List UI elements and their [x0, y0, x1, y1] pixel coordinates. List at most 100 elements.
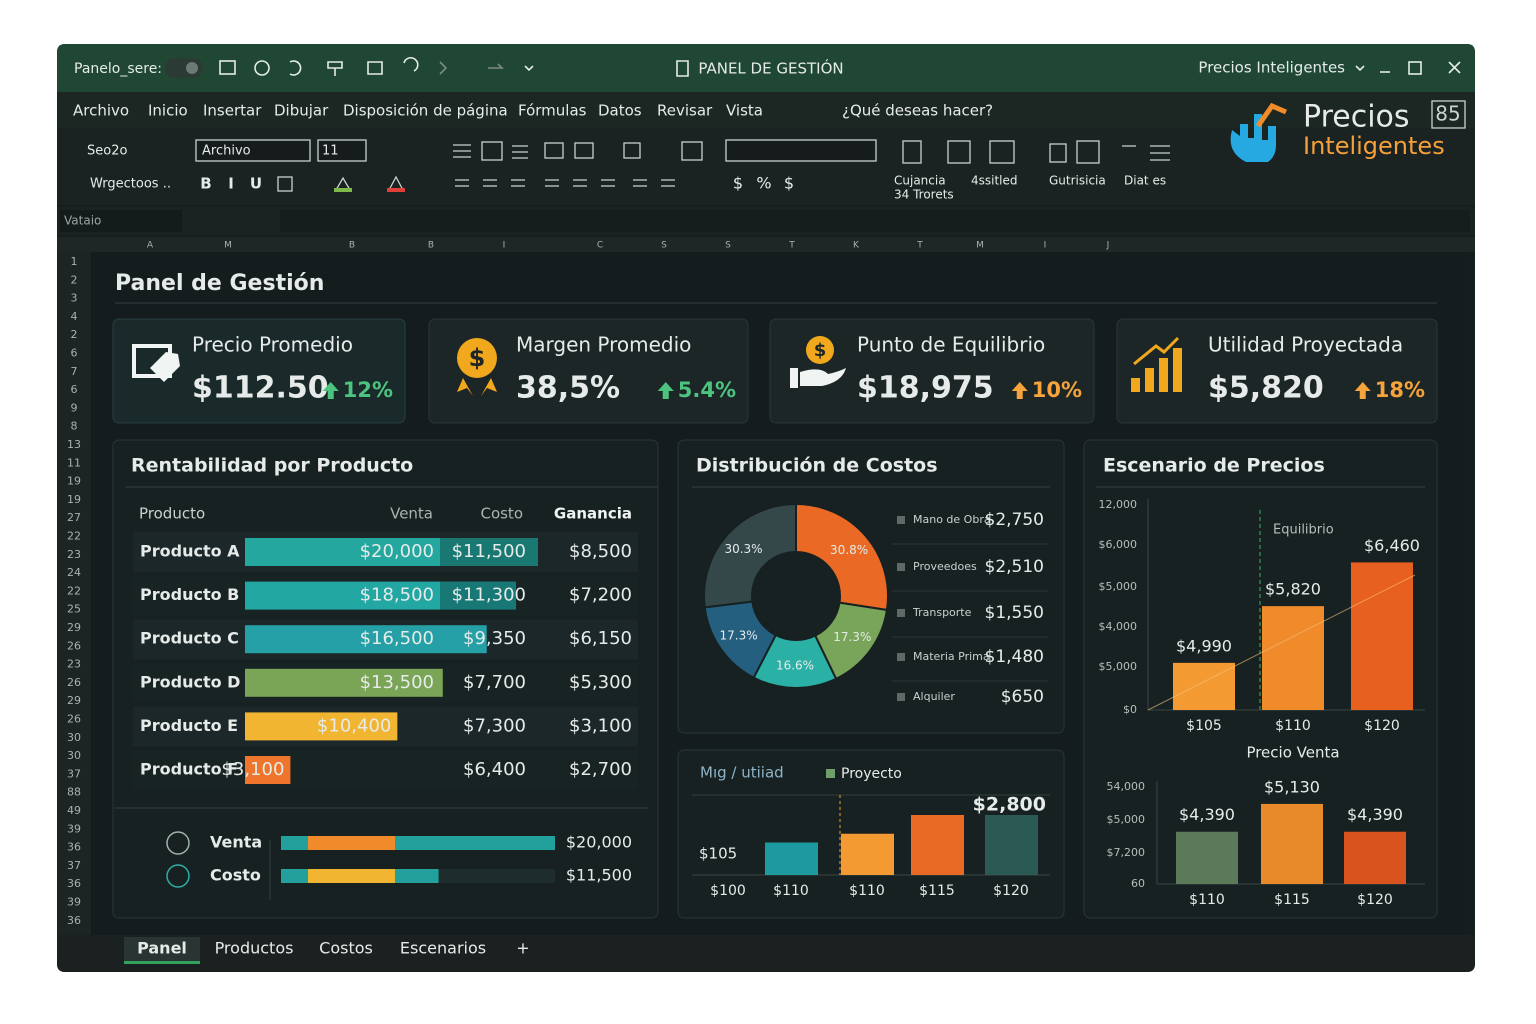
row-header: 19 — [67, 475, 81, 488]
row-header: 4 — [71, 310, 78, 323]
y-axis-label: 60 — [1131, 877, 1145, 890]
column-header: T — [916, 241, 923, 251]
legend-name: Materia Prima — [913, 650, 990, 663]
menu-item[interactable]: Inicio — [148, 102, 188, 120]
legend-swatch — [826, 769, 835, 778]
row-header: 22 — [67, 530, 81, 543]
number-format-button[interactable]: % — [756, 174, 771, 193]
menu-item[interactable]: Revisar — [657, 102, 713, 120]
ribbon-group-label[interactable]: Gutrisicia — [1049, 174, 1106, 188]
panel-title: Escenario de Precios — [1103, 455, 1325, 477]
sheet-tab[interactable]: Escenarios — [400, 939, 486, 958]
panel-dividers — [115, 302, 1437, 900]
summary-name: Costo — [210, 866, 261, 885]
row-header: 1 — [71, 255, 78, 268]
row-header: 22 — [67, 584, 81, 597]
fill-color-swatch — [334, 188, 352, 192]
row-header: 36 — [67, 877, 81, 890]
ribbon-group-label[interactable]: Diat es — [1124, 174, 1166, 188]
menu-item[interactable]: Archivo — [73, 102, 129, 120]
ribbon-group-label[interactable]: 34 Trorets — [894, 188, 954, 202]
sheet-tab[interactable]: + — [516, 939, 529, 958]
row-header: 8 — [71, 420, 78, 433]
menu-item[interactable]: Dibujar — [274, 102, 329, 120]
row-header: 36 — [67, 841, 81, 854]
ribbon-group-label[interactable]: 4ssitled — [971, 174, 1018, 188]
row-header: 88 — [67, 786, 81, 799]
format-button[interactable]: U — [250, 175, 262, 193]
kpi-change: 5.4% — [678, 378, 736, 402]
sheet-tab[interactable]: Panel — [137, 939, 187, 958]
y-axis-label: $7,200 — [1107, 846, 1146, 859]
y-axis-label: $0 — [1123, 703, 1137, 716]
row-header: 29 — [67, 621, 81, 634]
row-header: 7 — [71, 365, 78, 378]
row-header: 37 — [67, 767, 81, 780]
summary-value: $20,000 — [566, 833, 632, 852]
menu-item[interactable]: Vista — [726, 102, 763, 120]
logo-tagline: Inteligentes — [1303, 132, 1445, 160]
style-button[interactable]: Seo2o — [87, 144, 127, 159]
column-header: B — [428, 241, 434, 251]
active-tab[interactable] — [124, 937, 200, 964]
menu-item[interactable]: Fórmulas — [518, 102, 587, 120]
profit-value: $6,150 — [569, 628, 632, 649]
bar-value-label: $5,820 — [1265, 580, 1321, 599]
bar — [1262, 606, 1324, 710]
donut-label: 30.8% — [830, 543, 868, 557]
number-format-button[interactable]: $ — [784, 174, 794, 193]
column-header: I — [503, 241, 506, 251]
row-header: 29 — [67, 694, 81, 707]
font-size-dropdown[interactable]: 11 — [322, 144, 339, 159]
row-header: 23 — [67, 548, 81, 561]
column-header: K — [853, 241, 860, 251]
number-format-button[interactable]: $ — [733, 174, 743, 193]
format-button[interactable]: I — [228, 175, 234, 193]
profit-value: $5,300 — [569, 672, 632, 693]
x-tick-label: $110 — [773, 883, 809, 899]
user-name[interactable]: Precios Inteligentes — [1198, 59, 1345, 77]
profit-value: $8,500 — [569, 541, 632, 562]
row-header: 3 — [71, 292, 78, 305]
name-box-text[interactable]: Vataio — [64, 214, 101, 228]
kpi-change-arrow — [1354, 382, 1371, 399]
legend-swatch — [897, 563, 905, 571]
ribbon-group-label[interactable]: Cujancia — [894, 174, 946, 188]
kpi-label: Margen Promedio — [516, 333, 691, 357]
toggle-knob — [186, 62, 198, 74]
column-header: J — [1106, 241, 1110, 251]
cost-value: $7,700 — [463, 672, 526, 693]
row-header: 2 — [71, 273, 78, 286]
sheet-tab[interactable]: Productos — [215, 939, 294, 958]
font-dropdown[interactable]: Archivo — [202, 144, 251, 159]
bar-value-label: $4,390 — [1347, 805, 1403, 824]
y-axis-label: $6,000 — [1099, 538, 1138, 551]
name-box[interactable] — [60, 210, 182, 232]
kpi-value: $5,820 — [1208, 371, 1324, 406]
menu-item[interactable]: Insertar — [203, 102, 262, 120]
profit-value: $2,700 — [569, 759, 632, 780]
x-tick-label: $120 — [993, 883, 1029, 899]
title-bar — [57, 44, 1475, 92]
legend-swatch — [897, 516, 905, 524]
menu-item[interactable]: ¿Qué deseas hacer? — [842, 102, 993, 120]
row-header: 6 — [71, 383, 78, 396]
row-header: 24 — [67, 566, 81, 579]
profit-value: $7,200 — [569, 585, 632, 606]
formula-input[interactable] — [280, 210, 1470, 232]
donut-segment — [703, 502, 797, 609]
style-button[interactable]: Wrgectoos .. — [90, 177, 171, 192]
sale-label: $18,500 — [360, 585, 434, 606]
legend-value: $2,750 — [985, 510, 1044, 530]
sheet-tab[interactable]: Costos — [319, 939, 373, 958]
legend-value: $1,480 — [985, 647, 1044, 667]
menu-item[interactable]: Datos — [598, 102, 642, 120]
panel-title: Rentabilidad por Producto — [131, 455, 413, 477]
format-button[interactable]: B — [200, 175, 211, 193]
menu-item[interactable]: Disposición de página — [343, 102, 508, 120]
cost-value: $11,500 — [452, 541, 526, 562]
sale-label: $20,000 — [360, 541, 434, 562]
legend-name: Mano de Obra — [913, 513, 991, 526]
svg-text:$: $ — [469, 344, 486, 372]
product-name: Producto E — [140, 716, 238, 735]
